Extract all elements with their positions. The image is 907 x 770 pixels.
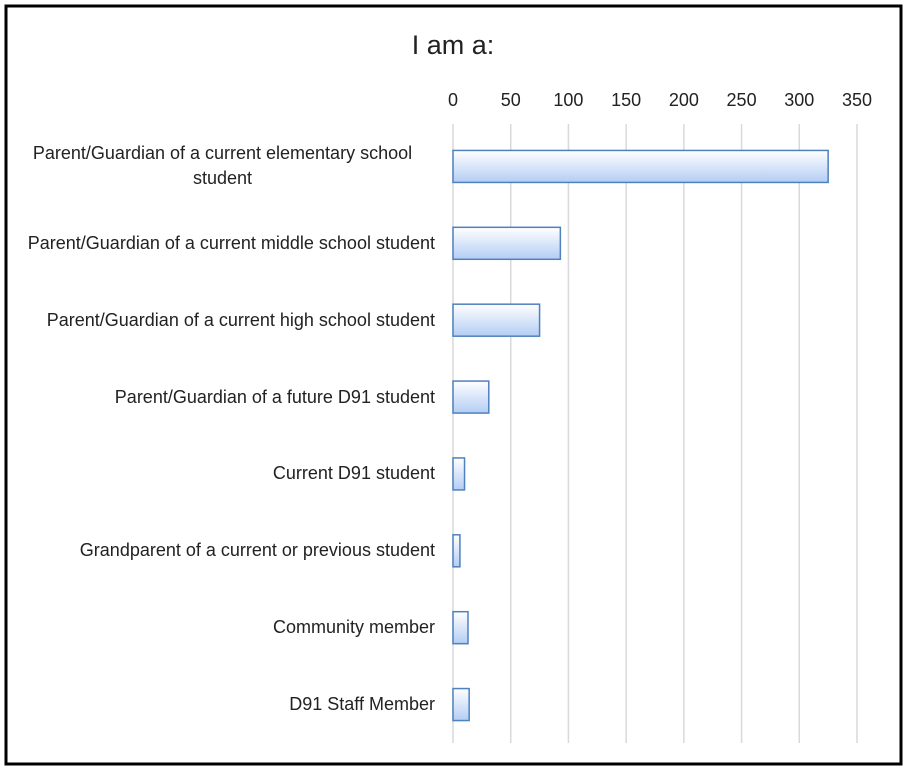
x-tick-label: 350	[842, 90, 872, 110]
bar	[452, 457, 466, 491]
category-text: D91 Staff Member	[289, 694, 435, 715]
bar	[452, 534, 461, 568]
y-tick-label: Current D91 student	[10, 444, 435, 504]
x-tick-label: 0	[448, 90, 458, 110]
category-text: Community member	[272, 617, 435, 638]
x-tick-label: 300	[784, 90, 814, 110]
chart-title: I am a:	[412, 30, 495, 60]
x-tick-label: 250	[727, 90, 757, 110]
x-tick-label: 50	[501, 90, 521, 110]
y-tick-label: Parent/Guardian of a future D91 student	[10, 367, 435, 427]
x-tick-label: 150	[611, 90, 641, 110]
y-tick-label: Parent/Guardian of a current high school…	[10, 290, 435, 350]
category-text: Grandparent of a current or previous stu…	[79, 540, 435, 561]
y-tick-label: D91 Staff Member	[10, 675, 435, 735]
bar	[452, 687, 470, 722]
category-text: Parent/Guardian of a current elementary …	[32, 143, 413, 189]
y-tick-label: Community member	[10, 598, 435, 658]
bar	[452, 226, 562, 261]
x-tick-label: 200	[669, 90, 699, 110]
y-tick-label: Parent/Guardian of a current elementary …	[10, 136, 435, 196]
bar	[452, 380, 490, 414]
category-text: Parent/Guardian of a current high school…	[46, 309, 435, 330]
x-tick-label: 100	[553, 90, 583, 110]
category-text: Parent/Guardian of a future D91 student	[114, 386, 435, 407]
category-text: Current D91 student	[272, 463, 435, 484]
chart-border	[4, 4, 903, 766]
bar	[452, 303, 541, 337]
y-tick-label: Grandparent of a current or previous stu…	[10, 521, 435, 581]
bar	[452, 149, 829, 184]
bar	[452, 610, 469, 645]
category-text: Parent/Guardian of a current middle scho…	[27, 232, 435, 253]
y-tick-label: Parent/Guardian of a current middle scho…	[10, 213, 435, 273]
